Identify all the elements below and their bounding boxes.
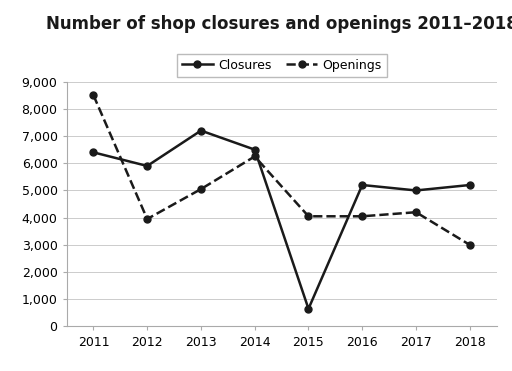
Closures — [413, 188, 419, 193]
Line: Closures: Closures — [90, 127, 473, 312]
Openings — [91, 93, 97, 98]
Legend: Closures, Openings: Closures, Openings — [177, 53, 387, 76]
Closures — [91, 150, 97, 155]
Openings — [413, 210, 419, 214]
Closures — [198, 128, 204, 133]
Title: Number of shop closures and openings 2011–2018: Number of shop closures and openings 201… — [46, 15, 512, 33]
Openings — [305, 214, 311, 219]
Openings — [144, 217, 150, 221]
Openings — [252, 154, 258, 159]
Closures — [144, 164, 150, 168]
Openings — [198, 187, 204, 191]
Closures — [252, 147, 258, 152]
Closures — [466, 183, 473, 187]
Closures — [305, 306, 311, 311]
Closures — [359, 183, 365, 187]
Openings — [359, 214, 365, 219]
Line: Openings: Openings — [90, 92, 473, 248]
Openings — [466, 243, 473, 247]
